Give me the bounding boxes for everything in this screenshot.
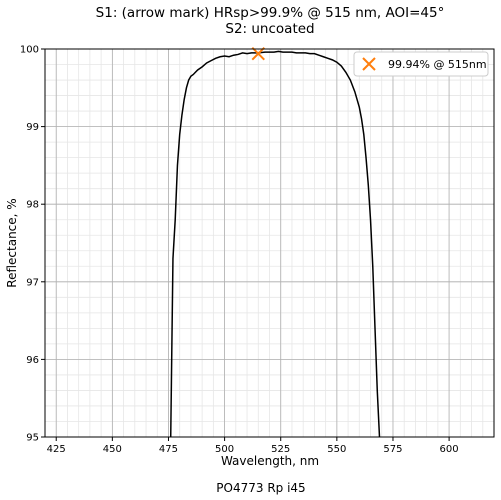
legend-marker-stroke	[362, 57, 376, 71]
legend-box	[353, 51, 489, 77]
series-layer	[169, 46, 381, 437]
plot-frame	[44, 48, 495, 438]
x-tick-label: 475	[159, 444, 178, 455]
y-axis-label: Reflectance, %	[5, 198, 19, 287]
x-tick-label: 450	[103, 444, 122, 455]
x-tick-label: 600	[440, 444, 459, 455]
data-point-marker	[251, 46, 265, 61]
legend-marker-x-icon	[362, 57, 376, 71]
x-tick-label: 575	[383, 444, 402, 455]
data-point-marker-stroke	[251, 46, 265, 61]
chart-title-line-2: S2: uncoated	[225, 21, 314, 37]
y-tick-label: 96	[26, 355, 39, 366]
chart-title-line-1: S1: (arrow mark) HRsp>99.9% @ 515 nm, AO…	[96, 5, 445, 21]
reflectance-curve	[169, 50, 381, 437]
y-tick-label: 99	[26, 122, 39, 133]
x-tick-label: 425	[47, 444, 66, 455]
ticks-layer	[41, 48, 450, 441]
y-tick-label: 97	[26, 277, 39, 288]
footer-caption: PO4773 Rp i45	[216, 481, 305, 495]
x-axis-label: Wavelength, nm	[221, 454, 319, 468]
y-tick-label: 95	[26, 433, 39, 444]
tick-labels: 425 450 475 500 525 550 575 600 95 96 97 98 99 100	[20, 45, 459, 456]
x-tick-label: 550	[327, 444, 346, 455]
y-tick-label: 100	[20, 45, 39, 56]
x-tick-label: 525	[271, 444, 290, 455]
legend-entry-label: 99.94% @ 515nm	[388, 58, 487, 71]
y-tick-label: 98	[26, 200, 39, 211]
legend: 99.94% @ 515nm	[353, 51, 489, 77]
x-tick-label: 500	[215, 444, 234, 455]
major-grid	[45, 48, 494, 438]
